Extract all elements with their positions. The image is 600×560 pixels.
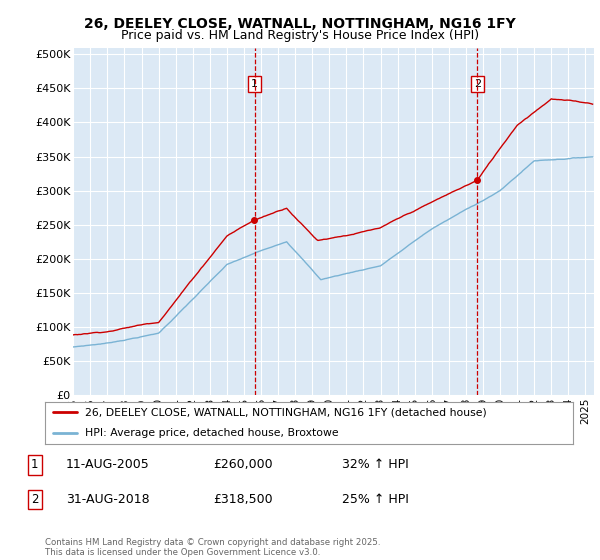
Text: 26, DEELEY CLOSE, WATNALL, NOTTINGHAM, NG16 1FY: 26, DEELEY CLOSE, WATNALL, NOTTINGHAM, N… [84,17,516,31]
Text: £260,000: £260,000 [213,458,272,472]
Text: Contains HM Land Registry data © Crown copyright and database right 2025.
This d: Contains HM Land Registry data © Crown c… [45,538,380,557]
Text: 32% ↑ HPI: 32% ↑ HPI [342,458,409,472]
Text: 2: 2 [474,79,481,89]
Text: £318,500: £318,500 [213,493,272,506]
Text: 31-AUG-2018: 31-AUG-2018 [66,493,149,506]
Text: 25% ↑ HPI: 25% ↑ HPI [342,493,409,506]
Text: 1: 1 [251,79,258,89]
Text: 1: 1 [31,458,38,472]
Text: HPI: Average price, detached house, Broxtowe: HPI: Average price, detached house, Brox… [85,428,338,438]
Text: 2: 2 [31,493,38,506]
Text: Price paid vs. HM Land Registry's House Price Index (HPI): Price paid vs. HM Land Registry's House … [121,29,479,42]
Text: 26, DEELEY CLOSE, WATNALL, NOTTINGHAM, NG16 1FY (detached house): 26, DEELEY CLOSE, WATNALL, NOTTINGHAM, N… [85,407,487,417]
Text: 11-AUG-2005: 11-AUG-2005 [66,458,150,472]
